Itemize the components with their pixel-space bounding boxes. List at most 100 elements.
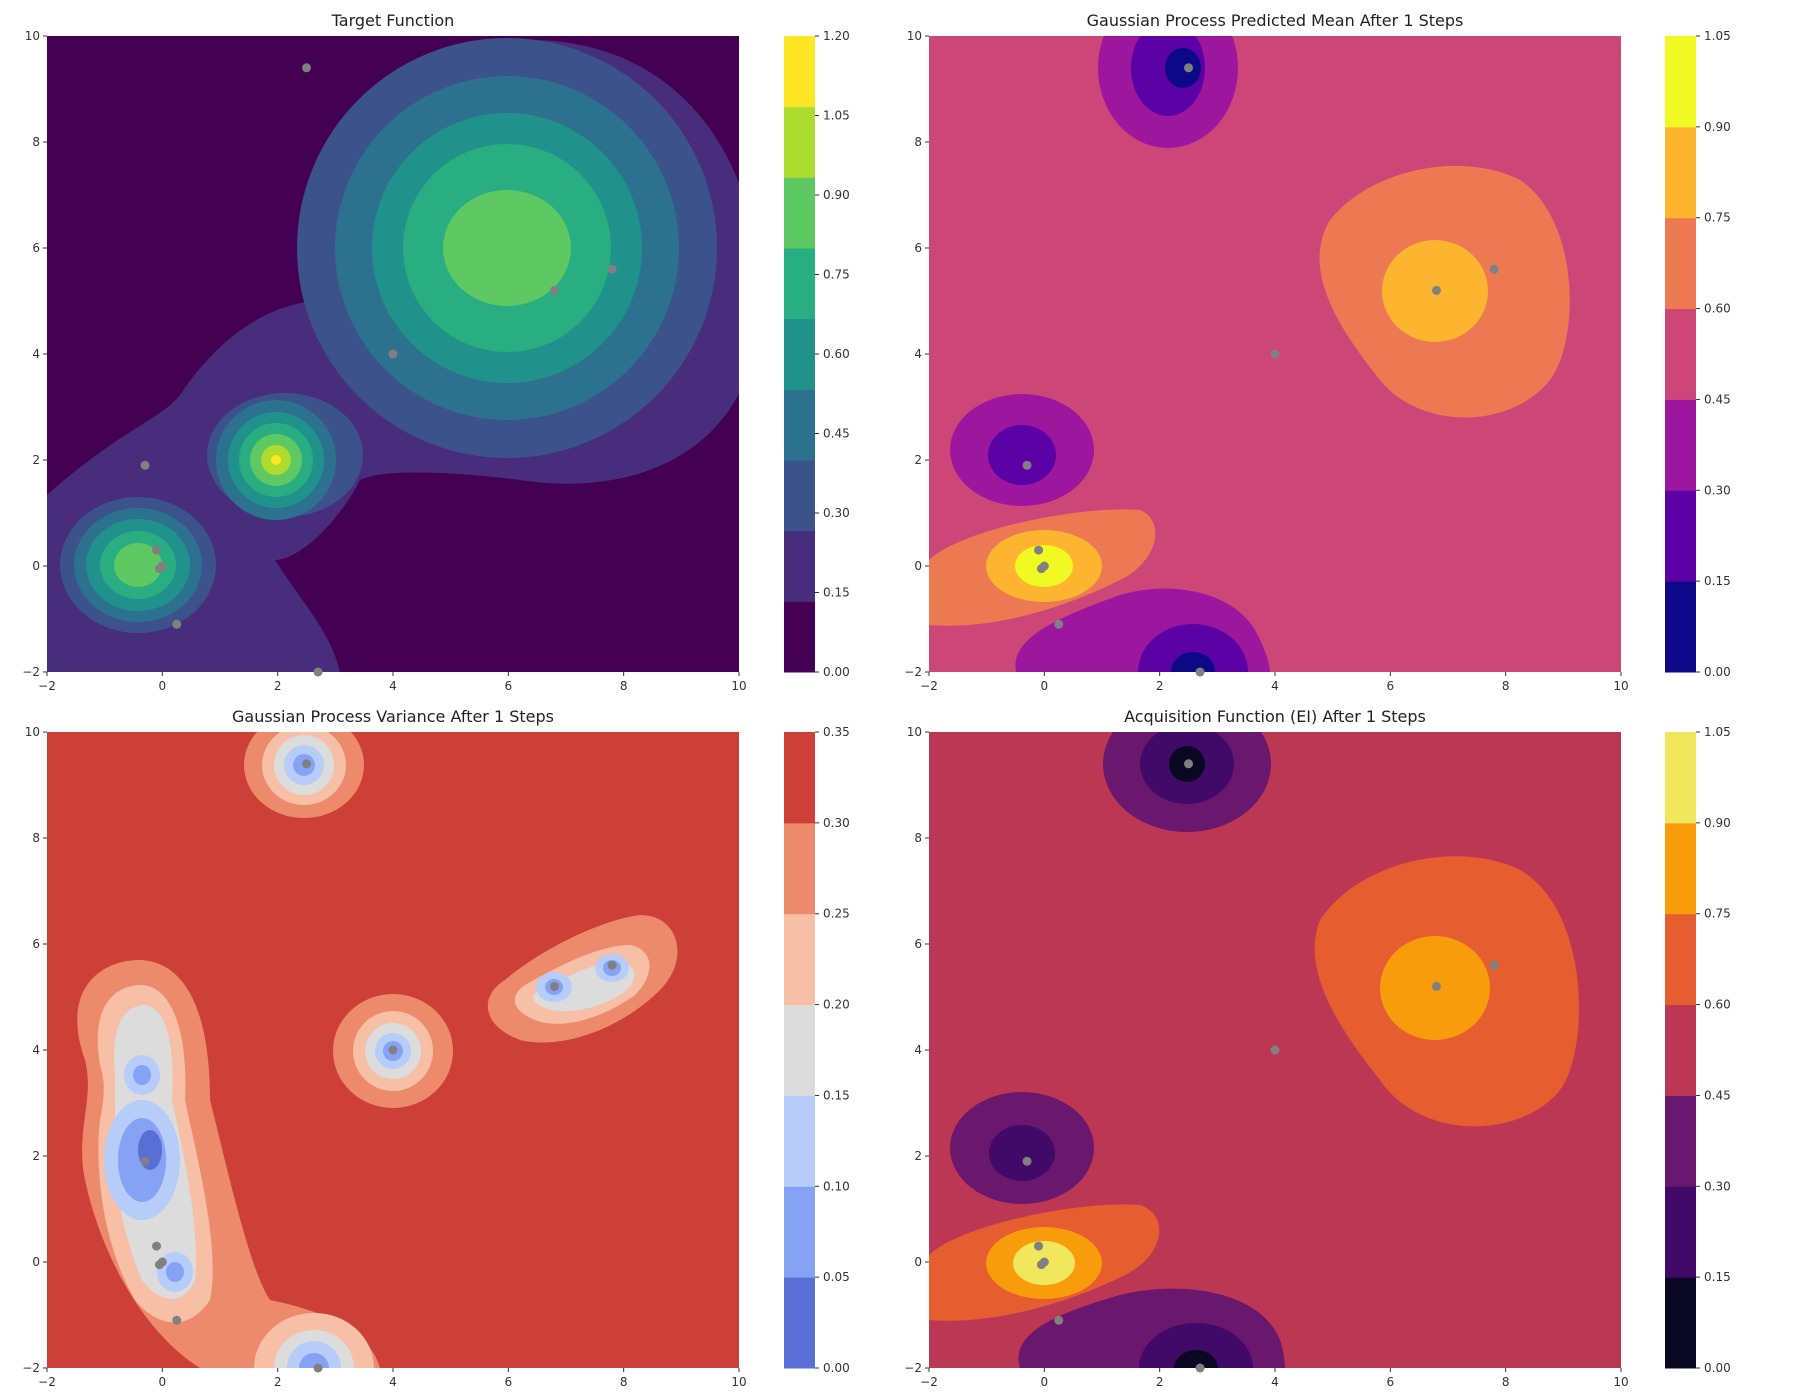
colorbar-segment	[1665, 308, 1696, 400]
x-tick-label: 4	[1271, 1375, 1279, 1389]
sample-point	[388, 349, 398, 359]
sample-point	[1022, 460, 1032, 470]
colorbar-tick-label: 0.00	[1704, 665, 1731, 679]
x-tick-label: 0	[159, 679, 167, 693]
colorbar-tick-label: 0.05	[823, 1270, 850, 1284]
sample-point	[1270, 349, 1280, 359]
colorbar-tick-label: 0.30	[823, 506, 850, 520]
sample-point	[172, 1315, 182, 1325]
contour-level-1g	[166, 1262, 184, 1282]
colorbar-segment	[784, 460, 815, 532]
sample-point	[607, 264, 617, 274]
colorbar: 0.00 0.05 0.10 0.15 0.20 0.25 0.30 0.35	[784, 725, 850, 1375]
colorbar-tick-label: 0.35	[823, 725, 850, 739]
x-tick-label: 2	[1156, 1375, 1164, 1389]
x-tick-label: 8	[620, 1375, 628, 1389]
sample-point	[1195, 667, 1205, 677]
y-tick-label: 0	[914, 559, 922, 573]
colorbar-segment	[784, 248, 815, 320]
colorbar-segment	[1665, 822, 1696, 915]
colorbar-tick-label: 1.05	[1704, 29, 1731, 43]
chart-title: Gaussian Process Predicted Mean After 1 …	[1087, 11, 1464, 30]
x-tick-label: 8	[620, 679, 628, 693]
sample-points	[140, 63, 617, 677]
colorbar-segment	[1665, 1186, 1696, 1278]
sample-point	[1022, 1156, 1032, 1166]
contour-level-0b	[1174, 1350, 1218, 1368]
colorbar-tick-label: 0.90	[823, 188, 850, 202]
y-tick-label: 6	[32, 937, 40, 951]
colorbar-tick-label: 0.45	[823, 427, 850, 441]
axes: −2 0 2 4 6 8 10 −2 0 2 4 6 8 10	[22, 725, 746, 1389]
contour-area	[47, 36, 739, 672]
contour-level-6	[443, 190, 571, 306]
x-tick-label: 10	[731, 1375, 746, 1389]
sample-point	[152, 545, 162, 555]
y-tick-label: 2	[32, 453, 40, 467]
axes: −2 0 2 4 6 8 10 −2 0 2 4 6 8 10	[904, 725, 1628, 1389]
y-tick-label: 8	[32, 831, 40, 845]
colorbar-tick-label: 0.90	[1704, 816, 1731, 830]
chart-title: Gaussian Process Variance After 1 Steps	[232, 707, 554, 726]
sample-point	[1054, 1315, 1064, 1325]
contour-level-1f	[133, 1065, 151, 1085]
contour-area	[929, 36, 1621, 672]
y-tick-label: −2	[904, 1361, 922, 1375]
colorbar-segment	[784, 106, 815, 178]
colorbar-tick-label: 0.15	[1704, 1270, 1731, 1284]
colorbar-segment	[1665, 1004, 1696, 1096]
colorbar-segment	[784, 318, 815, 390]
chart-title: Target Function	[331, 11, 455, 30]
sample-points	[1022, 759, 1499, 1373]
x-tick-label: 10	[731, 679, 746, 693]
colorbar-tick-label: 0.00	[823, 665, 850, 679]
sample-point	[152, 1241, 162, 1251]
colorbar-tick-label: 0.75	[823, 268, 850, 282]
colorbar-tick-label: 0.90	[1704, 120, 1731, 134]
colorbar-tick-label: 0.15	[823, 586, 850, 600]
contour-level-1	[988, 425, 1056, 485]
contour-level-0	[1165, 48, 1201, 88]
sample-point	[1489, 264, 1499, 274]
colorbar-tick-label: 0.20	[823, 998, 850, 1012]
sample-point	[1489, 960, 1499, 970]
sample-points	[140, 759, 617, 1373]
y-tick-label: 2	[914, 453, 922, 467]
colorbar-segment	[784, 389, 815, 461]
colorbar-tick-label: 0.30	[1704, 1179, 1731, 1193]
colorbar-tick-label: 0.60	[1704, 302, 1731, 316]
y-tick-label: 2	[914, 1149, 922, 1163]
y-tick-label: 0	[32, 1255, 40, 1269]
sample-point	[1034, 1241, 1044, 1251]
x-tick-label: −2	[920, 679, 938, 693]
colorbar-segment	[784, 1004, 815, 1096]
axes: −2 0 2 4 6 8 10 −2 0 2 4 6 8 10	[904, 29, 1628, 693]
y-tick-label: 10	[907, 725, 922, 739]
x-tick-label: −2	[38, 679, 56, 693]
sample-point	[140, 460, 150, 470]
colorbar-tick-label: 0.45	[1704, 392, 1731, 406]
axes: −2 0 2 4 6 8 10 −2 0 2 4 6 8 10	[22, 29, 746, 693]
colorbar-tick-label: 0.45	[1704, 1088, 1731, 1102]
colorbar-tick-label: 0.60	[1704, 998, 1731, 1012]
contour-level-6c	[114, 543, 162, 587]
colorbar-segment	[1665, 581, 1696, 673]
x-tick-label: 10	[1613, 1375, 1628, 1389]
x-tick-label: 4	[389, 679, 397, 693]
x-tick-label: 4	[1271, 679, 1279, 693]
colorbar: 0.00 0.15 0.30 0.45 0.60 0.75 0.90 1.05 1.20	[784, 29, 850, 679]
colorbar-tick-label: 0.75	[1704, 907, 1731, 921]
colorbar-segment	[1665, 1277, 1696, 1369]
y-tick-label: 6	[914, 937, 922, 951]
panel-predicted-mean: Gaussian Process Predicted Mean After 1 …	[904, 11, 1731, 693]
y-tick-label: 0	[914, 1255, 922, 1269]
colorbar-tick-label: 0.00	[823, 1361, 850, 1375]
panel-variance: Gaussian Process Variance After 1 Steps	[22, 707, 850, 1389]
colorbar-tick-label: 0.60	[823, 347, 850, 361]
colorbar-tick-label: 0.75	[1704, 211, 1731, 225]
colorbar-tick-label: 1.20	[823, 29, 850, 43]
colorbar-segment	[1665, 217, 1696, 310]
sample-point	[140, 1156, 150, 1166]
sample-point	[154, 564, 164, 574]
